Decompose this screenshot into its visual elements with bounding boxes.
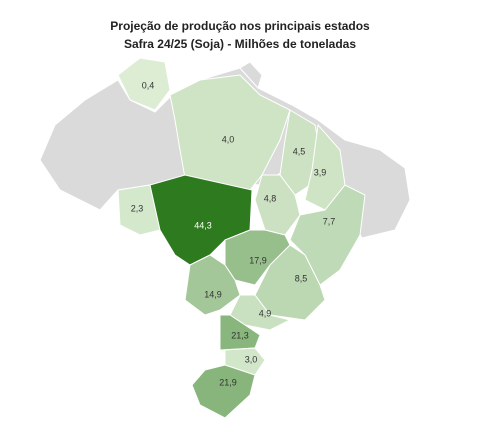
chart-title: Projeção de produção nos principais esta… [110, 19, 370, 33]
value-label: 4,9 [259, 308, 272, 318]
chart-subtitle: Safra 24/25 (Soja) - Milhões de tonelada… [124, 37, 356, 51]
region [219, 314, 261, 351]
region [149, 174, 253, 266]
value-label: 4,5 [293, 146, 306, 156]
value-label: 3,9 [314, 167, 327, 177]
value-label: 8,5 [295, 273, 308, 283]
value-label: 7,7 [323, 216, 336, 226]
value-label: 3,0 [245, 354, 258, 364]
region [117, 57, 171, 111]
region [289, 184, 366, 286]
region [279, 109, 321, 196]
value-label: 17,9 [249, 255, 267, 265]
value-label: 4,0 [222, 134, 235, 144]
value-label: 21,9 [219, 377, 237, 387]
value-label: 14,9 [204, 289, 222, 299]
value-label: 21,3 [231, 330, 249, 340]
value-label: 44,3 [194, 220, 212, 230]
region [169, 74, 291, 191]
value-label: 2,3 [131, 203, 144, 213]
other-states [239, 61, 263, 89]
value-label: 4,8 [264, 193, 277, 203]
region [254, 174, 301, 236]
region [191, 364, 256, 419]
region [254, 244, 326, 321]
value-label: 0,4 [142, 80, 155, 90]
